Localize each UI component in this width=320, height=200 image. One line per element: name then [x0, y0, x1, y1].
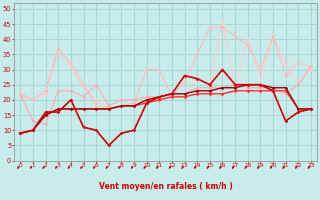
X-axis label: Vent moyen/en rafales ( km/h ): Vent moyen/en rafales ( km/h ) [99, 182, 233, 191]
